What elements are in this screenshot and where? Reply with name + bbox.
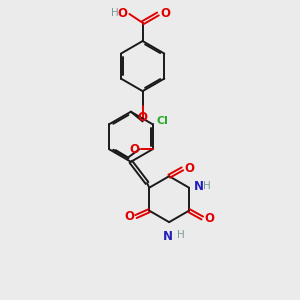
Text: O: O bbox=[184, 162, 194, 175]
Text: H: H bbox=[177, 230, 185, 240]
Text: O: O bbox=[160, 8, 170, 20]
Text: O: O bbox=[204, 212, 214, 224]
Text: O: O bbox=[138, 111, 148, 124]
Text: H: H bbox=[111, 8, 119, 18]
Text: O: O bbox=[117, 7, 127, 20]
Text: N: N bbox=[194, 180, 204, 193]
Text: Cl: Cl bbox=[157, 116, 169, 126]
Text: N: N bbox=[163, 230, 173, 243]
Text: H: H bbox=[203, 181, 211, 191]
Text: O: O bbox=[129, 143, 139, 156]
Text: O: O bbox=[124, 210, 134, 223]
